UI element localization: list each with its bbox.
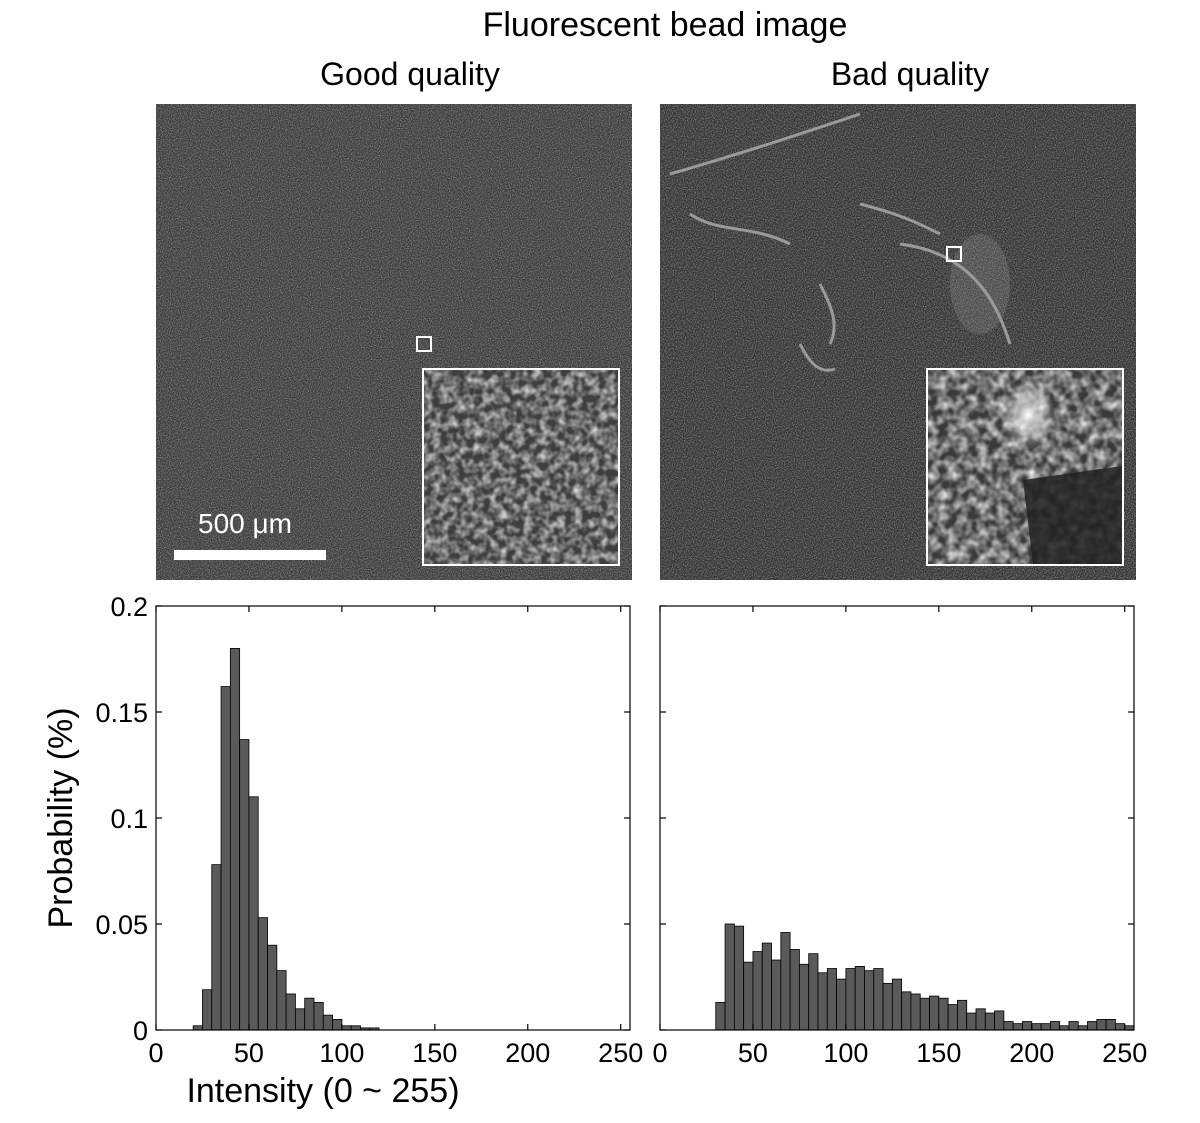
hist-bar — [322, 1014, 333, 1031]
x-axis-label: Intensity (0 ~ 255) — [186, 1072, 459, 1110]
hist-bar — [350, 1025, 361, 1031]
hist-bar — [808, 953, 819, 1031]
hist-bar — [724, 923, 735, 1031]
hist-bar — [780, 932, 791, 1031]
scale-bar — [174, 550, 326, 560]
y-tick-label: 0 — [133, 1016, 148, 1046]
hist-bar — [1105, 1019, 1116, 1031]
hist-bar — [891, 978, 903, 1031]
hist-bar — [919, 997, 930, 1031]
hist-bar — [938, 997, 949, 1031]
hist-bar — [332, 1019, 343, 1031]
hist-bar — [285, 993, 296, 1031]
hist-bar — [295, 1008, 306, 1031]
x-tick-label: 100 — [823, 1038, 868, 1068]
x-tick-label: 100 — [319, 1038, 364, 1068]
debris-streaks — [669, 112, 1012, 372]
hist-bar — [817, 972, 828, 1031]
hist-bar — [220, 686, 231, 1031]
hist-bar — [1077, 1025, 1088, 1031]
hist-bar — [1022, 1021, 1033, 1031]
hist-bar — [1096, 1019, 1107, 1031]
panel-title-bad: Bad quality — [830, 56, 990, 92]
hist-bar — [211, 864, 222, 1031]
hist-bar — [984, 1012, 995, 1031]
hist-bar — [882, 982, 893, 1031]
microscopy-image-good: 500 μm — [156, 104, 632, 580]
x-tick-label: 250 — [1102, 1038, 1147, 1068]
y-tick-label: 0.05 — [95, 910, 148, 940]
x-tick-label: 200 — [1009, 1038, 1054, 1068]
hist-bar — [1115, 1023, 1126, 1031]
hist-bar — [836, 978, 847, 1031]
y-tick-label: 0.15 — [95, 698, 148, 728]
zoom-inset-good — [422, 368, 620, 566]
hist-bar — [1012, 1023, 1023, 1031]
y-axis-label: Probability (%) — [42, 707, 80, 928]
hist-bar — [864, 970, 875, 1031]
hist-bar — [799, 963, 810, 1031]
hist-bar — [845, 968, 856, 1031]
x-tick-label: 0 — [652, 1038, 667, 1068]
hist-bar — [1124, 1025, 1135, 1031]
roi-box-bad — [946, 246, 962, 262]
hist-bar — [1087, 1021, 1098, 1031]
panel-title-good: Good quality — [320, 56, 500, 92]
hist-bar — [341, 1025, 352, 1031]
roi-box-good — [416, 336, 432, 352]
hist-bar — [239, 739, 250, 1031]
hist-bar — [1003, 1021, 1014, 1031]
hist-bar — [929, 995, 940, 1031]
hist-bar — [957, 999, 968, 1031]
hist-bar — [771, 959, 782, 1031]
hist-bar — [715, 1002, 726, 1031]
hist-bar — [248, 796, 259, 1031]
hist-bar — [947, 1004, 958, 1031]
x-tick-label: 150 — [412, 1038, 457, 1068]
hist-bar — [267, 944, 278, 1031]
hist-bar — [966, 1012, 977, 1031]
hist-bar — [257, 917, 268, 1031]
hist-bar — [901, 991, 912, 1031]
hist-bar — [1068, 1021, 1079, 1031]
x-tick-label: 0 — [148, 1038, 163, 1068]
x-tick-label: 250 — [598, 1038, 643, 1068]
hist-bar — [1040, 1023, 1051, 1031]
x-tick-label: 50 — [234, 1038, 264, 1068]
hist-bar — [854, 966, 865, 1031]
hist-bar — [910, 993, 921, 1031]
hist-bar — [994, 1010, 1005, 1031]
hist-bar — [1059, 1025, 1070, 1031]
hist-bar — [313, 1002, 324, 1031]
hist-bar — [743, 961, 754, 1031]
y-tick-label: 0.1 — [110, 804, 148, 834]
hist-bar — [192, 1025, 203, 1031]
hist-bar — [873, 968, 884, 1031]
hist-bar — [304, 997, 315, 1031]
y-tick-label: 0.2 — [110, 592, 148, 622]
hist-bar — [1031, 1023, 1042, 1031]
x-tick-label: 200 — [505, 1038, 550, 1068]
zoom-inset-bad — [926, 368, 1124, 566]
microscopy-image-bad — [660, 104, 1136, 580]
x-tick-label: 150 — [916, 1038, 961, 1068]
hist-bar — [229, 648, 241, 1031]
x-tick-label: 50 — [738, 1038, 768, 1068]
hist-bar — [733, 925, 745, 1031]
hist-bar — [975, 1008, 986, 1031]
hist-bar — [789, 949, 800, 1031]
hist-bar — [826, 968, 837, 1031]
hist-bar — [202, 989, 213, 1031]
figure-title: Fluorescent bead image — [482, 6, 848, 44]
hist-bar — [276, 970, 287, 1031]
scale-bar-label: 500 μm — [198, 508, 292, 539]
hist-bar — [761, 942, 772, 1031]
hist-bar — [1049, 1021, 1061, 1031]
hist-bar — [752, 951, 763, 1031]
